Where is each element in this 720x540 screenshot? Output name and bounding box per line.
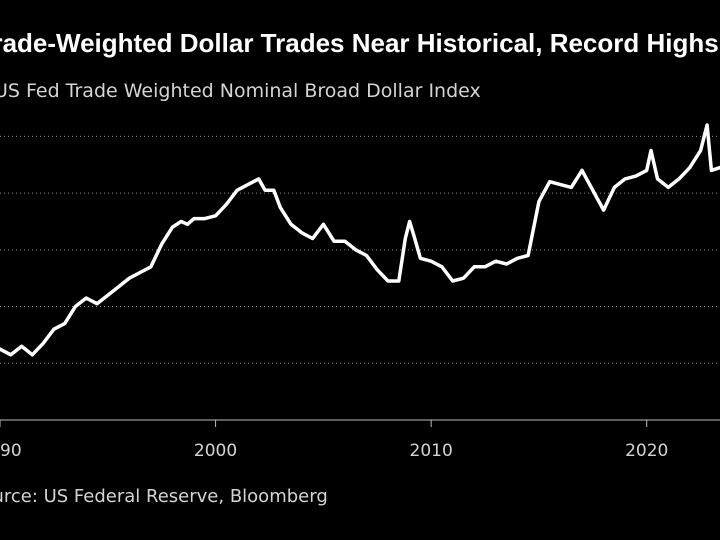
x-tick-label-2: 2010 [410,441,453,461]
x-axis: 1990 2000 2010 2020 [0,419,720,461]
chart-title: Trade-Weighted Dollar Trades Near Histor… [0,28,719,58]
series-layer [0,123,720,357]
x-tick-label-1: 2000 [194,441,237,461]
gridlines [0,135,720,364]
series-line-0 [0,123,720,357]
x-tick-label-0: 1990 [0,441,22,461]
chart-subtitle: US Fed Trade Weighted Nominal Broad Doll… [0,80,481,102]
chart-source: Source: US Federal Reserve, Bloomberg [0,486,328,507]
x-tick-label-3: 2020 [625,441,668,461]
